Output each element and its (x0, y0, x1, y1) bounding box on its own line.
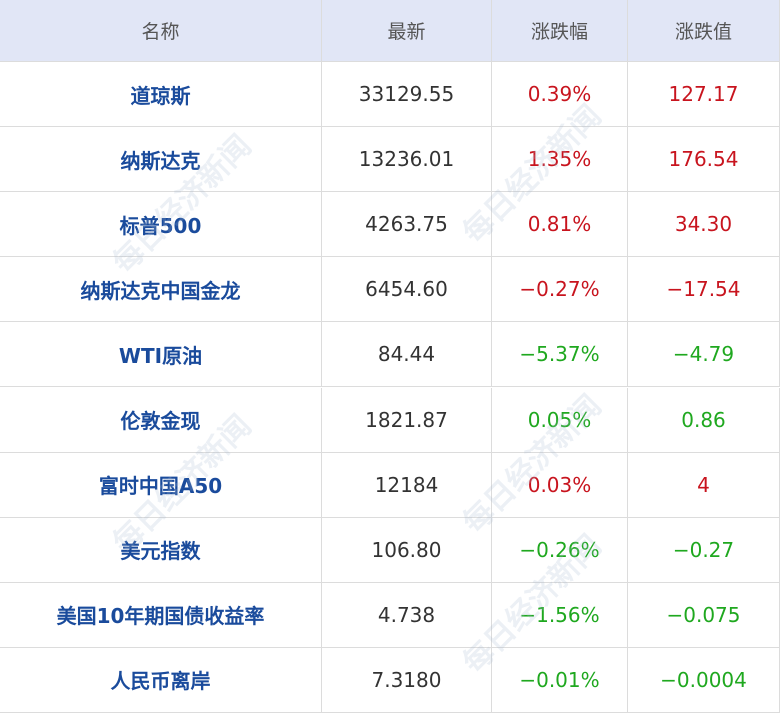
change-value: −0.075 (628, 582, 780, 648)
change-value: 4 (628, 452, 780, 518)
row-name: 富时中国A50 (0, 452, 322, 518)
change-percent: −0.01% (492, 647, 628, 713)
latest-value: 33129.55 (322, 62, 492, 128)
change-percent: 1.35% (492, 127, 628, 193)
change-percent: 0.81% (492, 192, 628, 258)
header-cell: 涨跌幅 (492, 0, 628, 62)
row-name: 人民币离岸 (0, 647, 322, 713)
row-name: 美国10年期国债收益率 (0, 582, 322, 648)
latest-value: 4.738 (322, 582, 492, 648)
row-name: 美元指数 (0, 517, 322, 583)
change-value: −4.79 (628, 322, 780, 388)
change-percent: −1.56% (492, 582, 628, 648)
latest-value: 4263.75 (322, 192, 492, 258)
header-cell: 最新 (322, 0, 492, 62)
header-cell: 涨跌值 (628, 0, 780, 62)
row-name: WTI原油 (0, 322, 322, 388)
change-value: −0.27 (628, 517, 780, 583)
change-value: −0.0004 (628, 647, 780, 713)
header-cell: 名称 (0, 0, 322, 62)
change-percent: −0.27% (492, 257, 628, 323)
row-name: 纳斯达克中国金龙 (0, 257, 322, 323)
row-name: 道琼斯 (0, 62, 322, 128)
change-percent: −5.37% (492, 322, 628, 388)
change-percent: 0.03% (492, 452, 628, 518)
change-value: 0.86 (628, 387, 780, 453)
change-value: 176.54 (628, 127, 780, 193)
change-value: 127.17 (628, 62, 780, 128)
row-name: 伦敦金现 (0, 387, 322, 453)
latest-value: 1821.87 (322, 387, 492, 453)
change-percent: −0.26% (492, 517, 628, 583)
latest-value: 106.80 (322, 517, 492, 583)
row-name: 标普500 (0, 192, 322, 258)
change-percent: 0.05% (492, 387, 628, 453)
latest-value: 84.44 (322, 322, 492, 388)
change-percent: 0.39% (492, 62, 628, 128)
latest-value: 13236.01 (322, 127, 492, 193)
latest-value: 6454.60 (322, 257, 492, 323)
change-value: 34.30 (628, 192, 780, 258)
latest-value: 7.3180 (322, 647, 492, 713)
change-value: −17.54 (628, 257, 780, 323)
latest-value: 12184 (322, 452, 492, 518)
row-name: 纳斯达克 (0, 127, 322, 193)
